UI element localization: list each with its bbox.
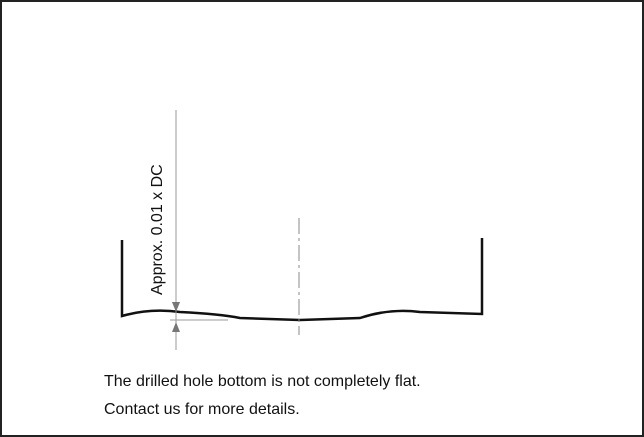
caption-line: Contact us for more details. bbox=[104, 401, 300, 418]
arrows bbox=[172, 302, 180, 332]
dimension-label: Approx. 0.01 x DC bbox=[149, 164, 166, 295]
caption-line: The drilled hole bottom is not completel… bbox=[104, 373, 421, 390]
hole-profile bbox=[120, 238, 484, 322]
